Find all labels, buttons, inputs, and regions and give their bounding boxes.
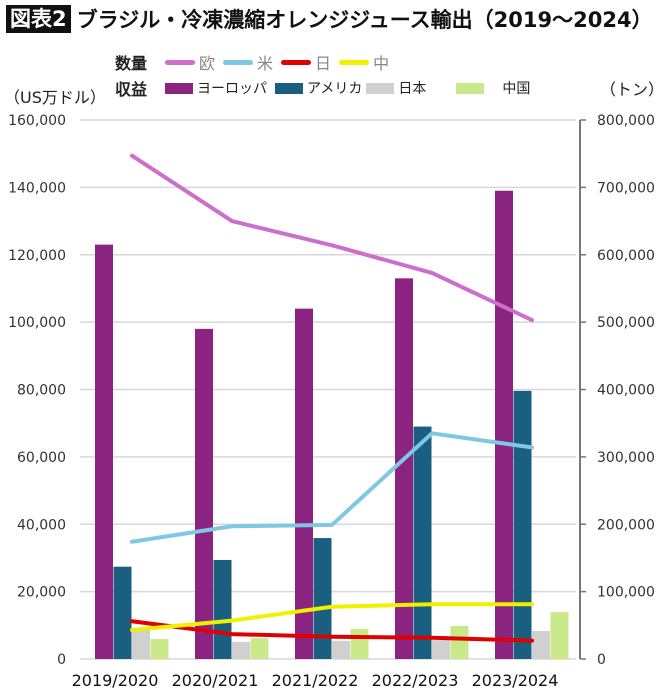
line-series-欧: [130, 153, 534, 323]
right-tick-label: 500,000: [597, 315, 655, 331]
bar-中国-2022/2023: [450, 625, 469, 659]
left-tick-label: 0: [57, 652, 66, 668]
x-tick-label: 2023/2024: [472, 671, 559, 690]
legend-item: 中国: [456, 78, 530, 98]
left-tick-label: 20,000: [17, 585, 66, 601]
left-tick-label: 120,000: [8, 248, 66, 264]
right-tick-label: 800,000: [597, 113, 655, 129]
right-tick-label: 400,000: [597, 383, 655, 399]
bar-日本-2022/2023: [432, 640, 450, 659]
legend-label: 欧: [199, 54, 216, 73]
legend-item: 日: [281, 50, 331, 74]
chart-title: 図表2 ブラジル・冷凍濃縮オレンジジュース輸出（2019〜2024）: [6, 4, 653, 34]
legend-label: 米: [257, 54, 274, 73]
left-tick-label: 100,000: [8, 315, 66, 331]
legend-item: 米: [223, 50, 273, 74]
bar-ヨーロッパ-2020/2021: [195, 328, 213, 659]
bar-日本-2023/2024: [532, 631, 550, 659]
legend-label: ヨーロッパ: [197, 81, 268, 97]
bar-ヨーロッパ-2022/2023: [395, 278, 413, 659]
right-tick-label: 700,000: [597, 180, 655, 196]
x-tick-label: 2021/2022: [272, 671, 359, 690]
legend-swatch: [165, 82, 194, 94]
right-tick-label: 300,000: [597, 450, 655, 466]
legend-item: 欧: [165, 50, 215, 74]
legend-swatch: [339, 59, 370, 65]
bar-アメリカ-2020/2021: [213, 559, 232, 659]
right-tick-label: 0: [597, 652, 606, 668]
right-tick-label: 100,000: [597, 585, 655, 601]
legend-swatch: [456, 82, 485, 94]
legend-revenue-label: 収益: [115, 80, 148, 99]
bar-中国-2023/2024: [550, 612, 569, 659]
bar-アメリカ-2019/2020: [113, 566, 132, 659]
legend-label: 中: [373, 54, 390, 73]
title-text: ブラジル・冷凍濃縮オレンジジュース輸出（2019〜2024）: [76, 8, 653, 32]
x-tick-label: 2020/2021: [172, 671, 259, 690]
bar-ヨーロッパ-2023/2024: [495, 190, 513, 659]
left-tick-label: 160,000: [8, 113, 66, 129]
right-tick-label: 200,000: [597, 517, 655, 533]
legend-label: 中国: [502, 81, 531, 97]
left-tick-label: 140,000: [8, 180, 66, 196]
bar-日本-2020/2021: [232, 641, 250, 659]
legend-swatch: [366, 82, 395, 94]
legend-volume-label: 数量: [115, 54, 148, 73]
bar-ヨーロッパ-2019/2020: [95, 244, 113, 660]
bar-日本-2021/2022: [332, 640, 350, 659]
x-tick-label: 2019/2020: [72, 671, 159, 690]
legend-swatch: [165, 59, 196, 65]
bar-アメリカ-2023/2024: [513, 390, 532, 659]
bar-アメリカ-2022/2023: [413, 426, 432, 659]
bar-アメリカ-2021/2022: [313, 538, 332, 659]
legend-label: 日: [315, 54, 332, 73]
legend-item: 日本: [366, 78, 426, 98]
bar-中国-2019/2020: [150, 639, 169, 659]
legend-swatch: [223, 59, 254, 65]
x-tick-label: 2022/2023: [372, 671, 459, 690]
bar-ヨーロッパ-2021/2022: [295, 308, 313, 659]
right-axis-unit: （トン）: [600, 80, 665, 99]
left-tick-label: 80,000: [17, 383, 66, 399]
legend-revenue: 収益 ヨーロッパ アメリカ 日本 中国: [115, 76, 530, 100]
legend-item: 中: [339, 50, 389, 74]
right-tick-label: 600,000: [597, 248, 655, 264]
legend-swatch: [281, 59, 312, 65]
legend-volume: 数量 欧 米 日 中: [115, 50, 397, 74]
legend-swatch: [275, 82, 304, 94]
legend-item: ヨーロッパ: [165, 78, 267, 98]
legend-label: アメリカ: [307, 81, 363, 97]
line-series-米: [130, 431, 534, 544]
figure-badge: 図表2: [6, 5, 71, 33]
bar-中国-2021/2022: [350, 629, 369, 659]
legend-label: 日本: [398, 81, 427, 97]
left-axis-unit: （US万ドル）: [4, 88, 106, 107]
left-tick-label: 40,000: [17, 517, 66, 533]
bar-日本-2019/2020: [132, 630, 150, 659]
left-tick-label: 60,000: [17, 450, 66, 466]
line-series-中: [130, 602, 534, 633]
legend-item: アメリカ: [275, 78, 362, 98]
bar-中国-2020/2021: [250, 638, 269, 659]
